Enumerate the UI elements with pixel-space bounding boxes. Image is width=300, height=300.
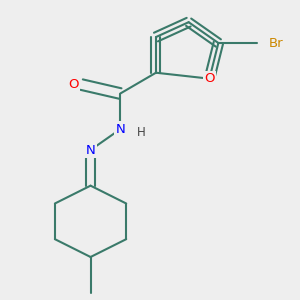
Text: O: O (204, 72, 215, 85)
Text: Br: Br (269, 37, 284, 50)
Text: N: N (86, 143, 95, 157)
Text: H: H (137, 126, 146, 139)
Text: O: O (68, 78, 79, 91)
Text: N: N (116, 123, 125, 136)
